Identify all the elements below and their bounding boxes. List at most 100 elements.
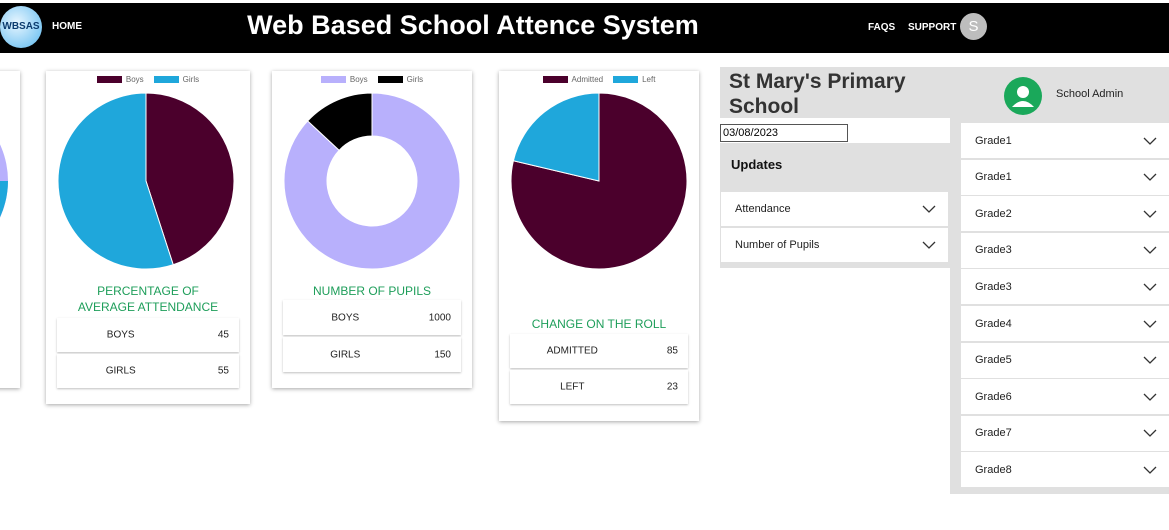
chevron-icon [1143,429,1157,438]
admin-icon [1004,77,1042,115]
stat-row: GIRLS 55 [57,354,239,388]
school-header: St Mary's Primary School [720,67,950,118]
chevron-line [1143,429,1157,438]
legend: Boys Girls [46,75,250,84]
nav-home[interactable]: HOME [52,21,82,32]
grade-dropdown[interactable]: Grade1 [961,159,1169,195]
legend: Admitted Left [499,75,699,84]
header: WBSAS HOME Web Based School Attence Syst… [0,3,1169,53]
chart-card: Boys Girls PERCENTAGE OF AVERAGE ATTENDANC… [46,71,250,404]
legend-label: Left [642,75,656,84]
pie-slice [306,92,373,151]
stat-row: GIRLS 150 [283,337,461,372]
legend-swatch [153,76,179,83]
stat-label: ADMITTED [546,345,598,357]
chart [510,92,688,270]
grade-dropdown[interactable]: Grade2 [961,196,1169,232]
grade-label: Grade3 [975,280,1012,293]
grade-label: Grade1 [975,171,1012,184]
stat-value: 150 [434,349,451,360]
grade-label: Grade5 [975,354,1012,367]
chart-title: CHANGE ON THE ROLL [531,317,667,331]
grade-label: Grade3 [975,244,1012,257]
chevron-icon [922,241,936,249]
stat-row: BOYS 45 [57,318,239,352]
dropdown[interactable]: Attendance [721,192,948,226]
legend-label: Boys [125,75,144,84]
school-name: St Mary's Primary School [729,70,906,118]
chevron-icon [1143,173,1157,182]
stat-value: 55 [217,365,229,377]
pie-slice [512,92,600,182]
pie-slice [145,92,235,266]
grade-dropdown[interactable]: Grade5 [961,342,1169,378]
grade-label: Grade1 [975,134,1012,147]
chart [283,92,461,270]
legend-swatch [377,76,403,83]
dropdown-label: Number of Pupils [735,239,820,251]
chevron-icon [1143,246,1157,255]
grade-dropdown[interactable]: Grade1 [961,123,1169,158]
user-avatar[interactable]: S [960,13,987,40]
chevron-icon [922,205,936,213]
stat-row: BOYS 1000 [283,300,461,335]
stat-label: GIRLS [105,365,136,377]
grade-dropdown[interactable]: Grade7 [961,415,1169,451]
chevron-line [1143,466,1157,474]
chevron-line [1143,210,1157,218]
chevron-line [922,241,936,249]
chart-title: PERCENTAGE OF AVERAGE ATTENDANCE [77,284,219,314]
dropdown-label: Attendance [735,203,791,215]
legend-swatch [96,76,122,83]
legend: Boys Girls [272,75,472,84]
stat-label: GIRLS [330,349,361,360]
stat-value: 85 [666,345,678,357]
chart [57,92,235,270]
chevron-line [1143,393,1157,401]
pie-slice [57,92,174,270]
stat-row: LEFT 23 [510,370,688,404]
chevron-icon [1143,356,1157,365]
legend-label: Girls [406,75,424,84]
legend-label: Boys [349,75,368,84]
chevron-line [922,205,936,213]
grade-dropdown[interactable]: Grade3 [961,232,1169,268]
legend-swatch [320,76,346,83]
grade-dropdown[interactable]: Grade4 [961,306,1169,341]
grade-dropdown[interactable]: Grade6 [961,379,1169,415]
dropdown[interactable]: Number of Pupils [721,228,948,262]
chevron-icon [1143,283,1157,291]
date-input[interactable]: 03/08/2023 [720,124,848,142]
chart-card: Boys Girls NUMBER OF PUPILS BOYS 1000 GIRLS 15… [272,71,472,388]
updates-title: Updates [731,157,783,172]
grade-dropdown[interactable]: Grade3 [961,269,1169,305]
chevron-icon [1143,137,1157,145]
logo[interactable]: WBSAS [0,6,42,48]
stat-label: BOYS [106,329,135,341]
stat-label: LEFT [560,381,585,393]
chevron-icon [1143,210,1157,218]
app-title: Web Based School Attence System [247,10,699,40]
chart-title: NUMBER OF PUPILS [312,284,432,298]
grade-label: Grade2 [975,207,1012,220]
grade-dropdown[interactable]: Grade8 [961,452,1169,488]
chevron-line [1143,283,1157,291]
card-partial [0,71,20,388]
stat-value: 1000 [428,312,451,323]
pie-slice [283,92,461,270]
admin-name: School Admin [1056,88,1124,100]
nav-faqs[interactable]: FAQS [868,22,896,33]
nav-support[interactable]: SUPPORT [908,22,957,33]
chevron-line [1143,173,1157,182]
chart-card: Admitted Left CHANGE ON THE ROLL ADMITTED 85… [499,71,699,421]
stat-label: BOYS [331,312,360,323]
partial-pie [0,144,8,218]
chevron-icon [1143,393,1157,401]
chevron-icon [1143,320,1157,328]
grade-label: Grade7 [975,427,1012,440]
stat-value: 45 [217,329,229,341]
chevron-line [1143,356,1157,365]
legend-swatch [542,76,568,83]
legend-label: Girls [182,75,200,84]
